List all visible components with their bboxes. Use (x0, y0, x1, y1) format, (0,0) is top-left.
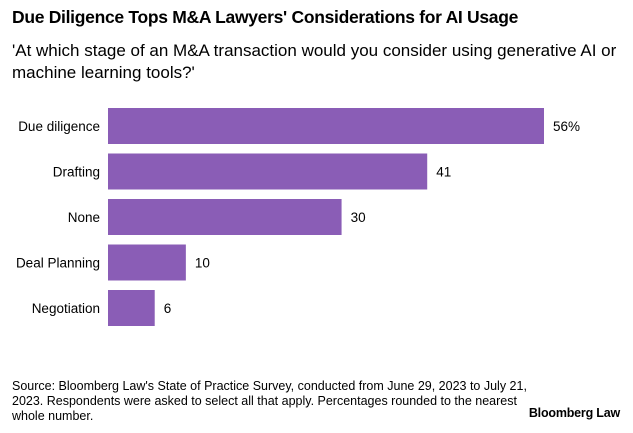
category-label-due-diligence: Due diligence (18, 119, 100, 134)
chart-subtitle: 'At which stage of an M&A transaction wo… (12, 41, 617, 82)
chart-title: Due Diligence Tops M&A Lawyers' Consider… (12, 7, 519, 27)
category-label-none: None (68, 210, 100, 225)
value-label-due-diligence: 56% (553, 119, 580, 134)
category-label-drafting: Drafting (53, 165, 100, 180)
category-label-negotiation: Negotiation (32, 301, 100, 316)
bar-negotiation (108, 290, 155, 326)
bar-drafting (108, 153, 428, 190)
value-label-drafting: 41 (436, 165, 451, 180)
bar-due-diligence (108, 108, 544, 144)
bar-deal-planning (108, 244, 186, 281)
bar-none (108, 199, 342, 235)
value-label-negotiation: 6 (164, 301, 172, 316)
category-label-deal-planning: Deal Planning (16, 256, 100, 271)
value-label-none: 30 (351, 210, 366, 225)
brand-logo: Bloomberg Law (528, 406, 620, 420)
source-note: Source: Bloomberg Law's State of Practic… (12, 379, 527, 423)
value-label-deal-planning: 10 (195, 256, 210, 271)
bar-chart: Due diligence 56% Drafting 41 None 30 Deal Pla… (16, 108, 580, 326)
